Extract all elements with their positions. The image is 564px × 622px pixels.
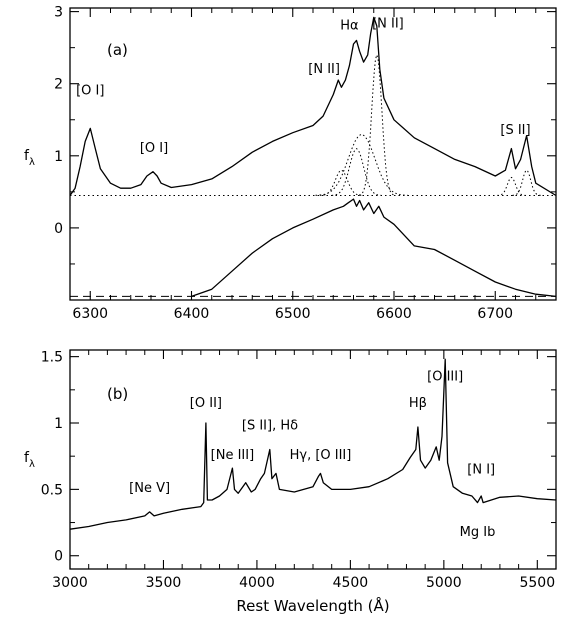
line-annotation: [S II]: [500, 123, 530, 138]
panel-a-series: [69, 16, 557, 298]
line-annotation: Hα: [340, 19, 358, 34]
y-tick-label: 0: [54, 221, 63, 237]
panel-b-y-axis-label: fλ: [24, 450, 35, 470]
panel-b-label: (b): [107, 385, 128, 403]
component-fit-line: [512, 169, 541, 196]
series-line-broad-component: [191, 198, 557, 298]
line-annotation: Hγ, [O III]: [290, 448, 352, 463]
line-annotation: [S II], Hδ: [242, 419, 298, 434]
component-fit-line: [320, 169, 363, 196]
panel-a-ticks: [69, 8, 557, 301]
panel-a-annotations: [O I] [O I] [N II] Hα [N II] [S II]: [76, 16, 531, 156]
series-line-observed-spectrum: [69, 16, 557, 197]
x-tick-label: 3500: [146, 575, 182, 591]
y-tick-label: 1.5: [41, 350, 63, 366]
y-tick-label: 2: [54, 77, 63, 93]
line-annotation: Hβ: [409, 396, 427, 411]
panel-b-series: [69, 358, 557, 530]
y-tick-label: 1: [54, 149, 63, 165]
x-tick-label: 6300: [72, 306, 108, 322]
component-fit-line: [315, 133, 408, 196]
y-tick-label: 0: [54, 549, 63, 565]
x-tick-label: 5500: [519, 575, 555, 591]
series-line-observed-spectrum: [69, 358, 557, 530]
line-annotation: [O I]: [140, 141, 168, 156]
panel-a: 6300 6400 6500 6600 6700 0 1 2 3 [O I] [O I] [N II…: [24, 5, 557, 322]
panel-a-tick-labels: 6300 6400 6500 6600 6700 0 1 2 3: [54, 5, 513, 322]
x-tick-label: 4500: [333, 575, 369, 591]
x-tick-label: 6700: [477, 306, 513, 322]
line-annotation: [O III]: [427, 370, 463, 385]
panel-b-ticks: [69, 350, 557, 569]
component-fit-line: [331, 147, 382, 196]
panel-b-tick-labels: 3000 3500 4000 4500 5000 5500 0 0.5 1 1.5: [41, 350, 555, 591]
panel-a-component-fits: [315, 53, 541, 196]
line-annotation: [Ne III]: [211, 448, 255, 463]
panel-a-label: (a): [107, 41, 128, 59]
line-annotation: [O II]: [190, 396, 222, 411]
x-tick-label: 4000: [239, 575, 275, 591]
line-annotation: [Ne V]: [129, 481, 170, 496]
y-tick-label: 3: [54, 5, 63, 21]
line-annotation: Mg Ib: [460, 525, 496, 540]
line-annotation: [N II]: [308, 62, 340, 77]
line-annotation: [O I]: [76, 84, 104, 99]
x-tick-label: 3000: [52, 575, 88, 591]
component-fit-line: [497, 176, 526, 196]
x-tick-label: 6400: [174, 306, 210, 322]
panel-a-reference-lines: [70, 194, 556, 297]
y-tick-label: 1: [54, 416, 63, 432]
panel-b-annotations: [O II] [S II], Hδ Hγ, [O III] [Ne III] [Ne V…: [129, 370, 495, 540]
x-tick-label: 5000: [426, 575, 462, 591]
panel-b-x-axis-label: Rest Wavelength (Å): [236, 596, 389, 615]
component-fit-line: [358, 53, 395, 196]
panel-a-y-axis-label: fλ: [24, 148, 35, 168]
x-tick-label: 6600: [376, 306, 412, 322]
x-tick-label: 6500: [275, 306, 311, 322]
line-annotation: [N I]: [467, 462, 495, 477]
y-tick-label: 0.5: [41, 482, 63, 498]
line-annotation: [N II]: [372, 16, 404, 31]
